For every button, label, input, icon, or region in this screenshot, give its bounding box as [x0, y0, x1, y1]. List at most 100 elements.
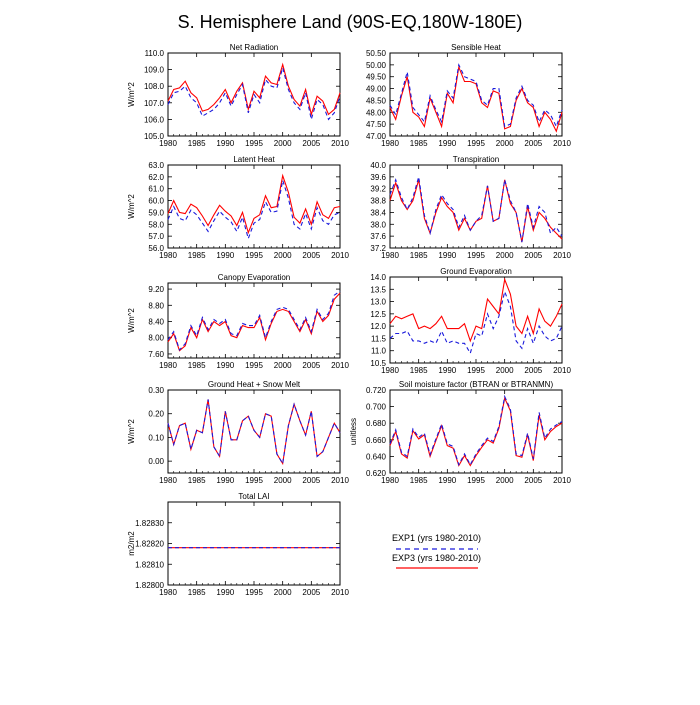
- x-tick-label: 1980: [381, 366, 399, 375]
- x-tick-label: 2010: [331, 476, 349, 485]
- y-tick-label: 13.0: [370, 298, 386, 307]
- y-tick-label: 109.0: [144, 66, 165, 75]
- x-tick-label: 2010: [553, 366, 571, 375]
- legend: EXP1 (yrs 1980-2010) EXP3 (yrs 1980-2010…: [392, 533, 481, 569]
- legend-label-exp1: EXP1 (yrs 1980-2010): [392, 533, 481, 543]
- x-tick-label: 1990: [216, 588, 234, 597]
- panel-title: Total LAI: [238, 492, 269, 501]
- panel-1: Sensible Heat 1980 1985 1990 1995 2000 2005 201…: [366, 43, 571, 148]
- panel-7: Soil moisture factor (BTRAN or BTRANMN) u…: [349, 380, 571, 485]
- x-tick-label: 2000: [496, 476, 514, 485]
- x-tick-label: 2000: [274, 139, 292, 148]
- x-tick-label: 1995: [245, 361, 263, 370]
- figure-title: S. Hemisphere Land (90S-EQ,180W-180E): [178, 12, 523, 32]
- x-tick-label: 2005: [302, 588, 320, 597]
- x-tick-label: 2010: [331, 588, 349, 597]
- x-tick-label: 2010: [331, 251, 349, 260]
- x-tick-label: 1980: [159, 361, 177, 370]
- x-tick-label: 1990: [438, 366, 456, 375]
- series-exp1-line: [389, 176, 563, 243]
- x-tick-label: 1985: [188, 251, 206, 260]
- y-tick-label: 50.50: [366, 49, 387, 58]
- x-tick-label: 2000: [496, 366, 514, 375]
- x-tick-label: 1990: [438, 251, 456, 260]
- series-exp1-line: [167, 65, 341, 121]
- y-axis-label: W/m^2: [127, 82, 136, 107]
- panel-title: Sensible Heat: [451, 43, 502, 52]
- panel-frame: [389, 164, 563, 249]
- y-tick-label: 37.6: [370, 232, 386, 241]
- x-tick-label: 2005: [302, 251, 320, 260]
- y-tick-label: 11.0: [371, 347, 387, 356]
- panel-2: Latent Heat W/m^2 1980 1985 1990 1995 2000 2005…: [127, 155, 349, 260]
- x-tick-label: 2005: [524, 366, 542, 375]
- y-tick-label: 8.80: [148, 301, 164, 310]
- series-exp3-line: [167, 292, 341, 352]
- panel-title: Canopy Evaporation: [218, 273, 291, 282]
- series-exp1-line: [167, 180, 341, 241]
- series-exp1-line: [167, 399, 341, 466]
- panel-8: Total LAI m2/m2 1980 1985 1990 1995 2000 2005 20…: [127, 492, 349, 597]
- y-axis-label: W/m^2: [127, 419, 136, 444]
- x-tick-label: 1985: [188, 139, 206, 148]
- y-tick-label: 10.5: [370, 359, 386, 368]
- series-exp3-line: [389, 396, 563, 467]
- x-tick-label: 2005: [302, 361, 320, 370]
- panel-title: Ground Heat + Snow Melt: [208, 380, 301, 389]
- x-tick-label: 1985: [188, 588, 206, 597]
- x-tick-label: 2005: [524, 139, 542, 148]
- series-exp3-line: [167, 399, 341, 466]
- y-tick-label: 11.5: [371, 334, 387, 343]
- y-tick-label: 40.0: [370, 161, 386, 170]
- y-tick-label: 8.40: [148, 318, 164, 327]
- y-tick-label: 62.0: [148, 173, 164, 182]
- panel-4: Canopy Evaporation W/m^2 1980 1985 1990 1995 2…: [127, 273, 349, 370]
- y-tick-label: 47.00: [366, 132, 387, 141]
- series-exp3-line: [389, 65, 563, 133]
- x-tick-label: 2010: [553, 251, 571, 260]
- y-tick-label: 105.0: [144, 132, 165, 141]
- x-tick-label: 1995: [467, 251, 485, 260]
- y-tick-label: 12.5: [370, 310, 386, 319]
- y-tick-label: 60.0: [148, 197, 164, 206]
- panel-frame: [167, 501, 341, 586]
- x-tick-label: 1985: [410, 251, 428, 260]
- x-tick-label: 1990: [216, 476, 234, 485]
- y-tick-label: 14.0: [370, 273, 386, 282]
- x-tick-label: 2005: [302, 476, 320, 485]
- x-tick-label: 1995: [245, 588, 263, 597]
- y-axis-label: m2/m2: [127, 531, 136, 556]
- x-tick-label: 1990: [216, 251, 234, 260]
- panel-frame: [389, 52, 563, 137]
- x-tick-label: 2005: [302, 139, 320, 148]
- y-tick-label: 0.00: [148, 457, 164, 466]
- y-tick-label: 0.720: [366, 386, 387, 395]
- x-tick-label: 2000: [274, 588, 292, 597]
- y-tick-label: 39.6: [370, 173, 386, 182]
- y-tick-label: 38.0: [370, 220, 386, 229]
- x-tick-label: 1995: [245, 251, 263, 260]
- y-tick-label: 9.20: [148, 285, 164, 294]
- y-axis-label: unitless: [349, 418, 358, 445]
- x-tick-label: 1985: [188, 476, 206, 485]
- series-exp1-line: [389, 394, 563, 467]
- x-tick-label: 2000: [274, 361, 292, 370]
- y-tick-label: 37.2: [370, 244, 386, 253]
- series-exp1-line: [167, 290, 341, 351]
- x-tick-label: 2010: [331, 139, 349, 148]
- x-tick-label: 1985: [410, 139, 428, 148]
- panel-title: Transpiration: [453, 155, 499, 164]
- series-exp1-line: [389, 289, 563, 355]
- y-tick-label: 1.82830: [135, 519, 164, 528]
- x-tick-label: 2010: [553, 139, 571, 148]
- x-tick-label: 1985: [188, 361, 206, 370]
- legend-label-exp3: EXP3 (yrs 1980-2010): [392, 553, 481, 563]
- x-tick-label: 2005: [524, 476, 542, 485]
- x-tick-label: 2000: [274, 251, 292, 260]
- x-tick-label: 1990: [216, 139, 234, 148]
- x-tick-label: 2000: [274, 476, 292, 485]
- y-tick-label: 0.660: [366, 436, 387, 445]
- y-tick-label: 61.0: [148, 185, 164, 194]
